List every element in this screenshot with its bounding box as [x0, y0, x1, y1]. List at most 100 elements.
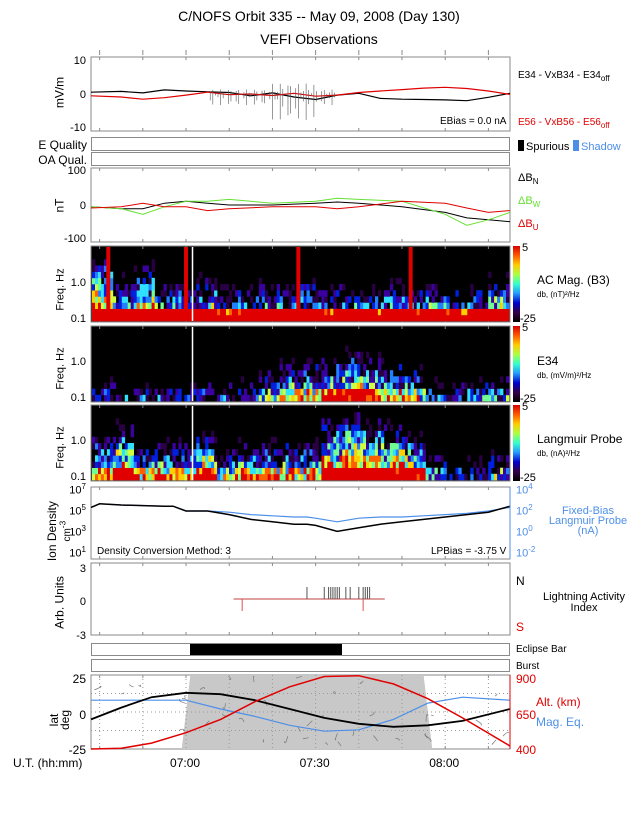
spec-cell — [288, 388, 292, 396]
spec-cell — [288, 467, 292, 475]
spec-cell — [276, 394, 280, 402]
spec-cell — [485, 302, 489, 309]
spec-cell — [455, 388, 459, 396]
spec-cell — [422, 394, 426, 402]
spec-cell — [324, 308, 328, 316]
spec-cell — [330, 467, 334, 475]
spec-cell — [431, 302, 435, 309]
spec-cell — [339, 302, 343, 309]
spec-cell — [321, 308, 325, 316]
spec-cell — [199, 314, 203, 322]
spec-cell — [398, 455, 403, 462]
spec-cell — [238, 308, 242, 316]
spec-cell — [154, 455, 158, 462]
spec-cell — [196, 467, 200, 475]
spec-cell — [339, 382, 343, 389]
spec-cell — [118, 436, 123, 444]
spec-cell — [419, 376, 423, 383]
spec-cell — [392, 449, 397, 456]
spec-cell — [261, 388, 266, 396]
spec-cell — [386, 418, 391, 425]
spec-cell — [419, 314, 423, 322]
spec-cell — [145, 308, 149, 316]
spec-cell — [354, 314, 358, 322]
spec-cell — [276, 467, 280, 475]
spec-cell — [124, 302, 129, 309]
spec-cell — [211, 308, 215, 316]
spec-cell — [503, 394, 507, 402]
spec-cell — [363, 388, 367, 396]
spec-cell — [410, 455, 414, 462]
spec-cell — [485, 473, 489, 481]
acmag-title: AC Mag. (B3) — [537, 273, 610, 287]
spec-cell — [294, 455, 298, 462]
spec-cell — [169, 314, 173, 322]
spec-cell — [103, 461, 108, 468]
spec-cell — [169, 473, 173, 481]
spec-cell — [419, 443, 423, 450]
spec-cell — [249, 382, 254, 389]
spec-cell — [342, 302, 346, 309]
spec-cell — [479, 290, 483, 297]
spec-cell — [434, 376, 438, 383]
spec-cell — [443, 461, 447, 468]
spec-cell — [202, 394, 206, 402]
spec-cell — [106, 467, 111, 475]
spec-cell — [109, 473, 114, 481]
spec-cell — [416, 308, 420, 316]
spec-cell — [121, 290, 126, 297]
coastline — [494, 693, 498, 697]
spec-cell — [261, 449, 266, 456]
spec-cell — [169, 290, 173, 297]
spec-cell — [258, 314, 263, 322]
spec-cell — [333, 314, 337, 322]
spec-cell — [172, 443, 176, 450]
spec-cell — [238, 388, 242, 396]
spec-cell — [220, 394, 224, 402]
spec-cell — [315, 382, 319, 389]
spec-cell — [398, 308, 403, 316]
spec-cell — [389, 394, 394, 402]
spec-cell — [372, 388, 376, 396]
spec-cell — [342, 314, 346, 322]
spec-cell — [380, 461, 385, 468]
spec-cell — [178, 394, 182, 402]
spec-cell — [252, 302, 257, 309]
spec-cell — [145, 314, 149, 322]
spec-cell — [100, 388, 105, 396]
spec-cell — [369, 424, 373, 431]
spec-cell — [348, 388, 352, 396]
spec-cell — [434, 467, 438, 475]
spec-cell — [348, 461, 352, 468]
spec-cell — [288, 473, 292, 481]
spec-cell — [196, 302, 200, 309]
orbit-ytick-mid: 0 — [79, 708, 86, 722]
spec-spike — [106, 247, 111, 321]
spec-cell — [363, 455, 367, 462]
spec-cell — [211, 296, 215, 303]
acmag-ytick-01: 0.1 — [70, 313, 86, 325]
spec-cell — [419, 467, 423, 475]
lp-units: db, (nA)²/Hz — [537, 449, 581, 458]
spec-cell — [220, 308, 224, 316]
spec-cell — [166, 467, 170, 475]
spec-cell — [500, 302, 504, 309]
spec-cell — [124, 290, 129, 297]
spec-cell — [363, 308, 367, 316]
spec-cell — [124, 455, 129, 462]
lp-right-label: Fixed-Bias Langmuir Probe (nA) — [548, 505, 628, 537]
spec-cell — [103, 382, 108, 389]
spec-cell — [214, 473, 218, 481]
spec-cell — [366, 314, 370, 322]
lightning-ytick-mid: 0 — [79, 596, 86, 608]
spec-cell — [92, 394, 96, 402]
alt-ytick-900: 900 — [516, 672, 537, 686]
spec-cell — [348, 473, 352, 481]
spec-cell — [157, 308, 161, 316]
spec-cell — [214, 436, 218, 444]
spec-cell — [252, 473, 257, 481]
spec-cell — [506, 467, 510, 475]
spec-cell — [506, 388, 510, 396]
spec-cell — [336, 314, 340, 322]
spec-cell — [312, 394, 316, 402]
